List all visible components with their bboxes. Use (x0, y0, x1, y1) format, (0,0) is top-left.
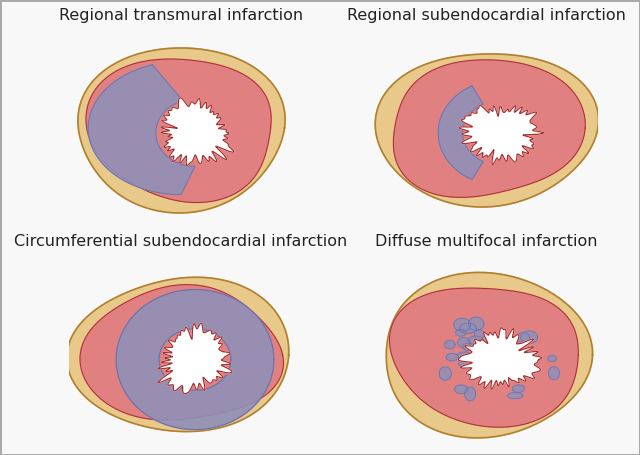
Polygon shape (548, 355, 557, 362)
Polygon shape (439, 367, 451, 380)
Polygon shape (454, 385, 468, 394)
Polygon shape (460, 323, 476, 334)
Polygon shape (474, 329, 484, 340)
Polygon shape (438, 86, 483, 180)
Polygon shape (548, 367, 559, 380)
Polygon shape (454, 318, 471, 331)
Polygon shape (86, 59, 271, 202)
Polygon shape (78, 48, 285, 213)
Polygon shape (468, 336, 483, 344)
Polygon shape (465, 387, 476, 401)
Text: Diffuse multifocal infarction: Diffuse multifocal infarction (375, 234, 598, 249)
Polygon shape (458, 328, 541, 389)
Polygon shape (517, 352, 527, 363)
Polygon shape (387, 273, 593, 438)
Text: Regional transmural infarction: Regional transmural infarction (59, 8, 303, 23)
Polygon shape (158, 323, 232, 394)
Polygon shape (458, 361, 468, 367)
Polygon shape (390, 288, 579, 427)
Polygon shape (520, 331, 538, 344)
Polygon shape (88, 65, 195, 195)
Polygon shape (161, 98, 234, 166)
Polygon shape (67, 277, 289, 432)
Polygon shape (459, 105, 543, 165)
Polygon shape (80, 285, 284, 420)
Polygon shape (116, 289, 274, 430)
Polygon shape (508, 393, 523, 399)
Text: Regional subendocardial infarction: Regional subendocardial infarction (347, 8, 626, 23)
Polygon shape (512, 385, 525, 392)
Polygon shape (375, 54, 598, 207)
Polygon shape (516, 333, 529, 343)
Polygon shape (456, 329, 466, 336)
Polygon shape (458, 352, 473, 359)
Polygon shape (394, 60, 585, 197)
Polygon shape (463, 343, 472, 350)
Polygon shape (468, 317, 484, 330)
Polygon shape (446, 354, 458, 361)
Text: Circumferential subendocardial infarction: Circumferential subendocardial infarctio… (14, 234, 348, 249)
Polygon shape (445, 340, 455, 349)
Polygon shape (458, 338, 470, 348)
